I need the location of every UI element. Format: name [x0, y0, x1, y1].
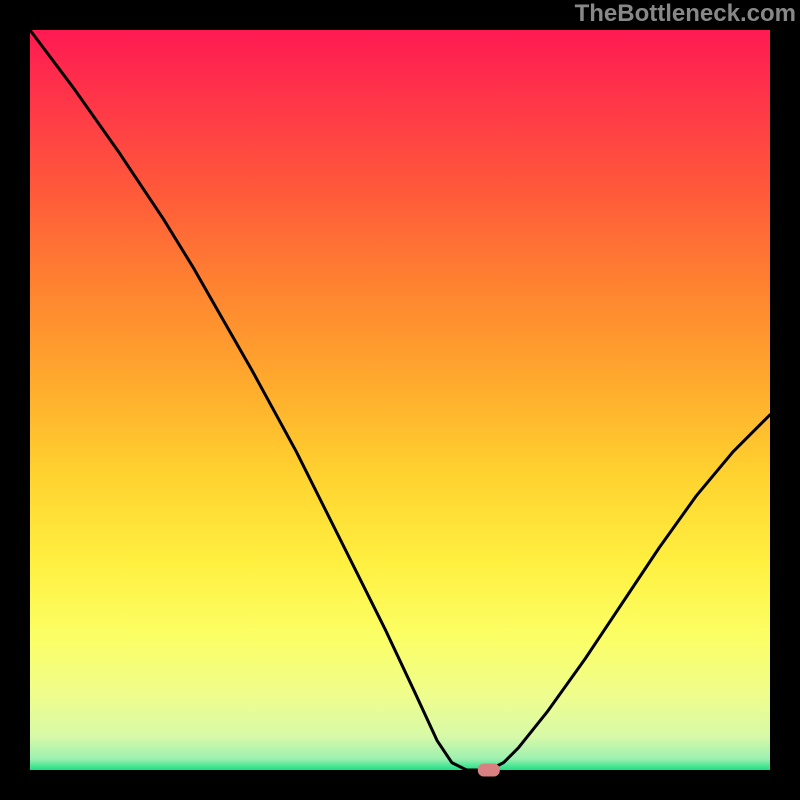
chart-frame: TheBottleneck.com: [0, 0, 800, 800]
watermark-text: TheBottleneck.com: [575, 0, 796, 28]
bottleneck-chart: [0, 0, 800, 800]
recommended-marker: [478, 764, 500, 777]
